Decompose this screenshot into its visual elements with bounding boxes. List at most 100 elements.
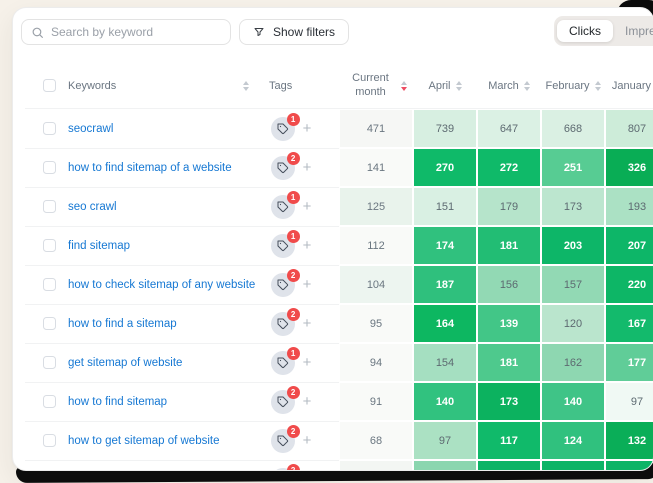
current-month-cell: 94 (339, 343, 413, 382)
row-checkbox[interactable] (43, 434, 56, 447)
keyword-link[interactable]: seo crawl (68, 200, 117, 213)
month-cell-february: 668 (541, 109, 605, 148)
table-row: get sitemap of website 1 + 94 154 181 16… (25, 343, 653, 382)
month-cell-march: 181 (477, 343, 541, 382)
tags-header-label: Tags (269, 79, 293, 92)
sort-current-month[interactable] (400, 80, 407, 91)
keyword-link[interactable]: seocrawl (68, 122, 114, 135)
table-row: seocrawl 1 + 471 739 647 668 807 (25, 109, 653, 148)
tag-count-badge: 2 (286, 151, 300, 165)
search-input[interactable] (51, 25, 221, 39)
month-cell-april: 97 (413, 421, 477, 460)
tag-button[interactable]: 2 (270, 307, 300, 336)
month-cell-march: 117 (477, 421, 541, 460)
search-box[interactable] (21, 19, 231, 45)
show-filters-button[interactable]: Show filters (239, 19, 350, 45)
tag-icon (277, 162, 288, 173)
month-cell-march: 179 (477, 187, 541, 226)
add-tag-button[interactable]: + (302, 354, 312, 371)
keyword-link[interactable]: get sitemap of website (68, 356, 183, 369)
row-checkbox[interactable] (43, 278, 56, 291)
current-month-cell: 68 (339, 421, 413, 460)
tag-button[interactable]: 2 (270, 385, 300, 414)
add-tag-button[interactable]: + (302, 198, 312, 215)
table-row: 2 + (25, 460, 653, 470)
current-month-cell: 141 (339, 148, 413, 187)
month-header-march: March (488, 79, 519, 92)
row-checkbox[interactable] (43, 239, 56, 252)
month-cell-april: 174 (413, 226, 477, 265)
sort-february[interactable] (594, 80, 601, 91)
tag-button[interactable]: 2 (270, 151, 300, 180)
add-tag-button[interactable]: + (302, 432, 312, 449)
row-checkbox[interactable] (43, 317, 56, 330)
keyword-link[interactable]: how to check sitemap of any website (68, 278, 256, 291)
month-cell-january: 167 (605, 304, 653, 343)
month-cell-march: 173 (477, 382, 541, 421)
tag-icon (277, 279, 288, 290)
tag-count-badge: 1 (286, 190, 300, 204)
sort-keywords[interactable] (243, 80, 249, 91)
keyword-link[interactable]: how to get sitemap of website (68, 434, 220, 447)
month-cell-april: 164 (413, 304, 477, 343)
keyword-link[interactable]: find sitemap (68, 239, 131, 252)
table-row: find sitemap 1 + 112 174 181 203 207 (25, 226, 653, 265)
current-month-cell: 95 (339, 304, 413, 343)
row-checkbox[interactable] (43, 200, 56, 213)
add-tag-button[interactable]: + (302, 159, 312, 176)
month-cell-january: 807 (605, 109, 653, 148)
keyword-link[interactable]: how to find a sitemap (68, 317, 177, 330)
add-tag-button[interactable]: + (302, 315, 312, 332)
row-checkbox[interactable] (43, 122, 56, 135)
table-body: seocrawl 1 + 471 739 647 668 807 how to … (25, 109, 653, 470)
add-tag-button[interactable]: + (302, 120, 312, 137)
table-row: how to check sitemap of any website 2 + … (25, 265, 653, 304)
month-cell-february: 140 (541, 382, 605, 421)
row-checkbox[interactable] (43, 161, 56, 174)
tag-button[interactable]: 2 (270, 424, 300, 453)
table-row: seo crawl 1 + 125 151 179 173 193 (25, 187, 653, 226)
add-tag-button[interactable]: + (302, 276, 312, 293)
month-header-january: January (611, 79, 652, 92)
keywords-table: Keywords Tags Current month April March … (25, 63, 653, 470)
tag-button[interactable]: 1 (270, 112, 300, 141)
current-month-cell: 125 (339, 187, 413, 226)
tag-count-badge: 2 (286, 268, 300, 282)
add-tag-button[interactable]: + (302, 237, 312, 254)
month-cell-april (413, 460, 477, 470)
sort-march[interactable] (523, 80, 530, 91)
month-header-february: February (545, 79, 590, 92)
tag-button[interactable]: 2 (270, 268, 300, 297)
tag-count-badge: 2 (286, 424, 300, 438)
add-tag-button[interactable]: + (302, 393, 312, 410)
tag-button[interactable]: 1 (270, 190, 300, 219)
tag-button[interactable]: 2 (270, 464, 300, 470)
row-checkbox[interactable] (43, 356, 56, 369)
tag-count-badge: 2 (286, 307, 300, 321)
tag-button[interactable]: 1 (270, 229, 300, 258)
month-cell-april: 151 (413, 187, 477, 226)
toggle-clicks[interactable]: Clicks (557, 20, 613, 42)
month-cell-february: 124 (541, 421, 605, 460)
tag-button[interactable]: 1 (270, 346, 300, 375)
row-checkbox[interactable] (43, 395, 56, 408)
table-row: how to find sitemap of a website 2 + 141… (25, 148, 653, 187)
month-cell-january (605, 460, 653, 470)
toggle-impressions[interactable]: Impressions (625, 24, 653, 38)
keyword-link[interactable]: how to find sitemap (68, 395, 168, 408)
tag-icon (277, 396, 288, 407)
filter-funnel-icon (254, 28, 264, 36)
month-cell-march: 156 (477, 265, 541, 304)
month-cell-january: 132 (605, 421, 653, 460)
month-cell-january: 177 (605, 343, 653, 382)
tag-count-badge: 1 (286, 229, 300, 243)
month-cell-february (541, 460, 605, 470)
month-cell-january: 220 (605, 265, 653, 304)
current-month-cell: 91 (339, 382, 413, 421)
keyword-link[interactable]: how to find sitemap of a website (68, 161, 232, 174)
select-all-checkbox[interactable] (43, 79, 56, 92)
tag-icon (277, 201, 288, 212)
metric-toggle: Clicks Impressions (554, 16, 653, 46)
sort-april[interactable] (455, 80, 462, 91)
current-month-cell (339, 460, 413, 470)
